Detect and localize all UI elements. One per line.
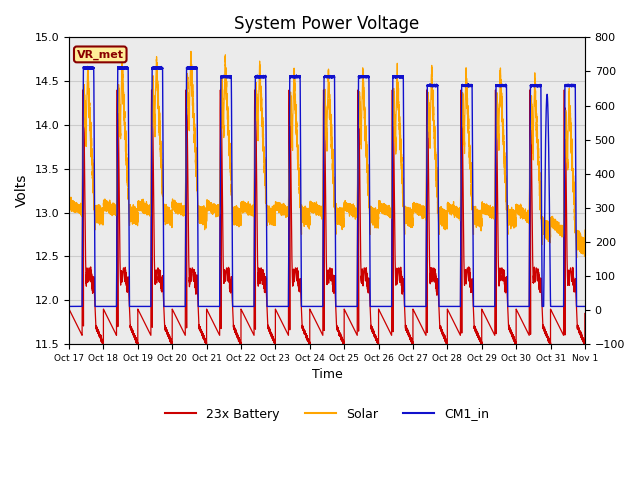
X-axis label: Time: Time <box>312 368 342 382</box>
Legend: 23x Battery, Solar, CM1_in: 23x Battery, Solar, CM1_in <box>160 403 494 426</box>
Y-axis label: Volts: Volts <box>15 174 29 207</box>
Text: VR_met: VR_met <box>77 49 124 60</box>
Title: System Power Voltage: System Power Voltage <box>234 15 420 33</box>
